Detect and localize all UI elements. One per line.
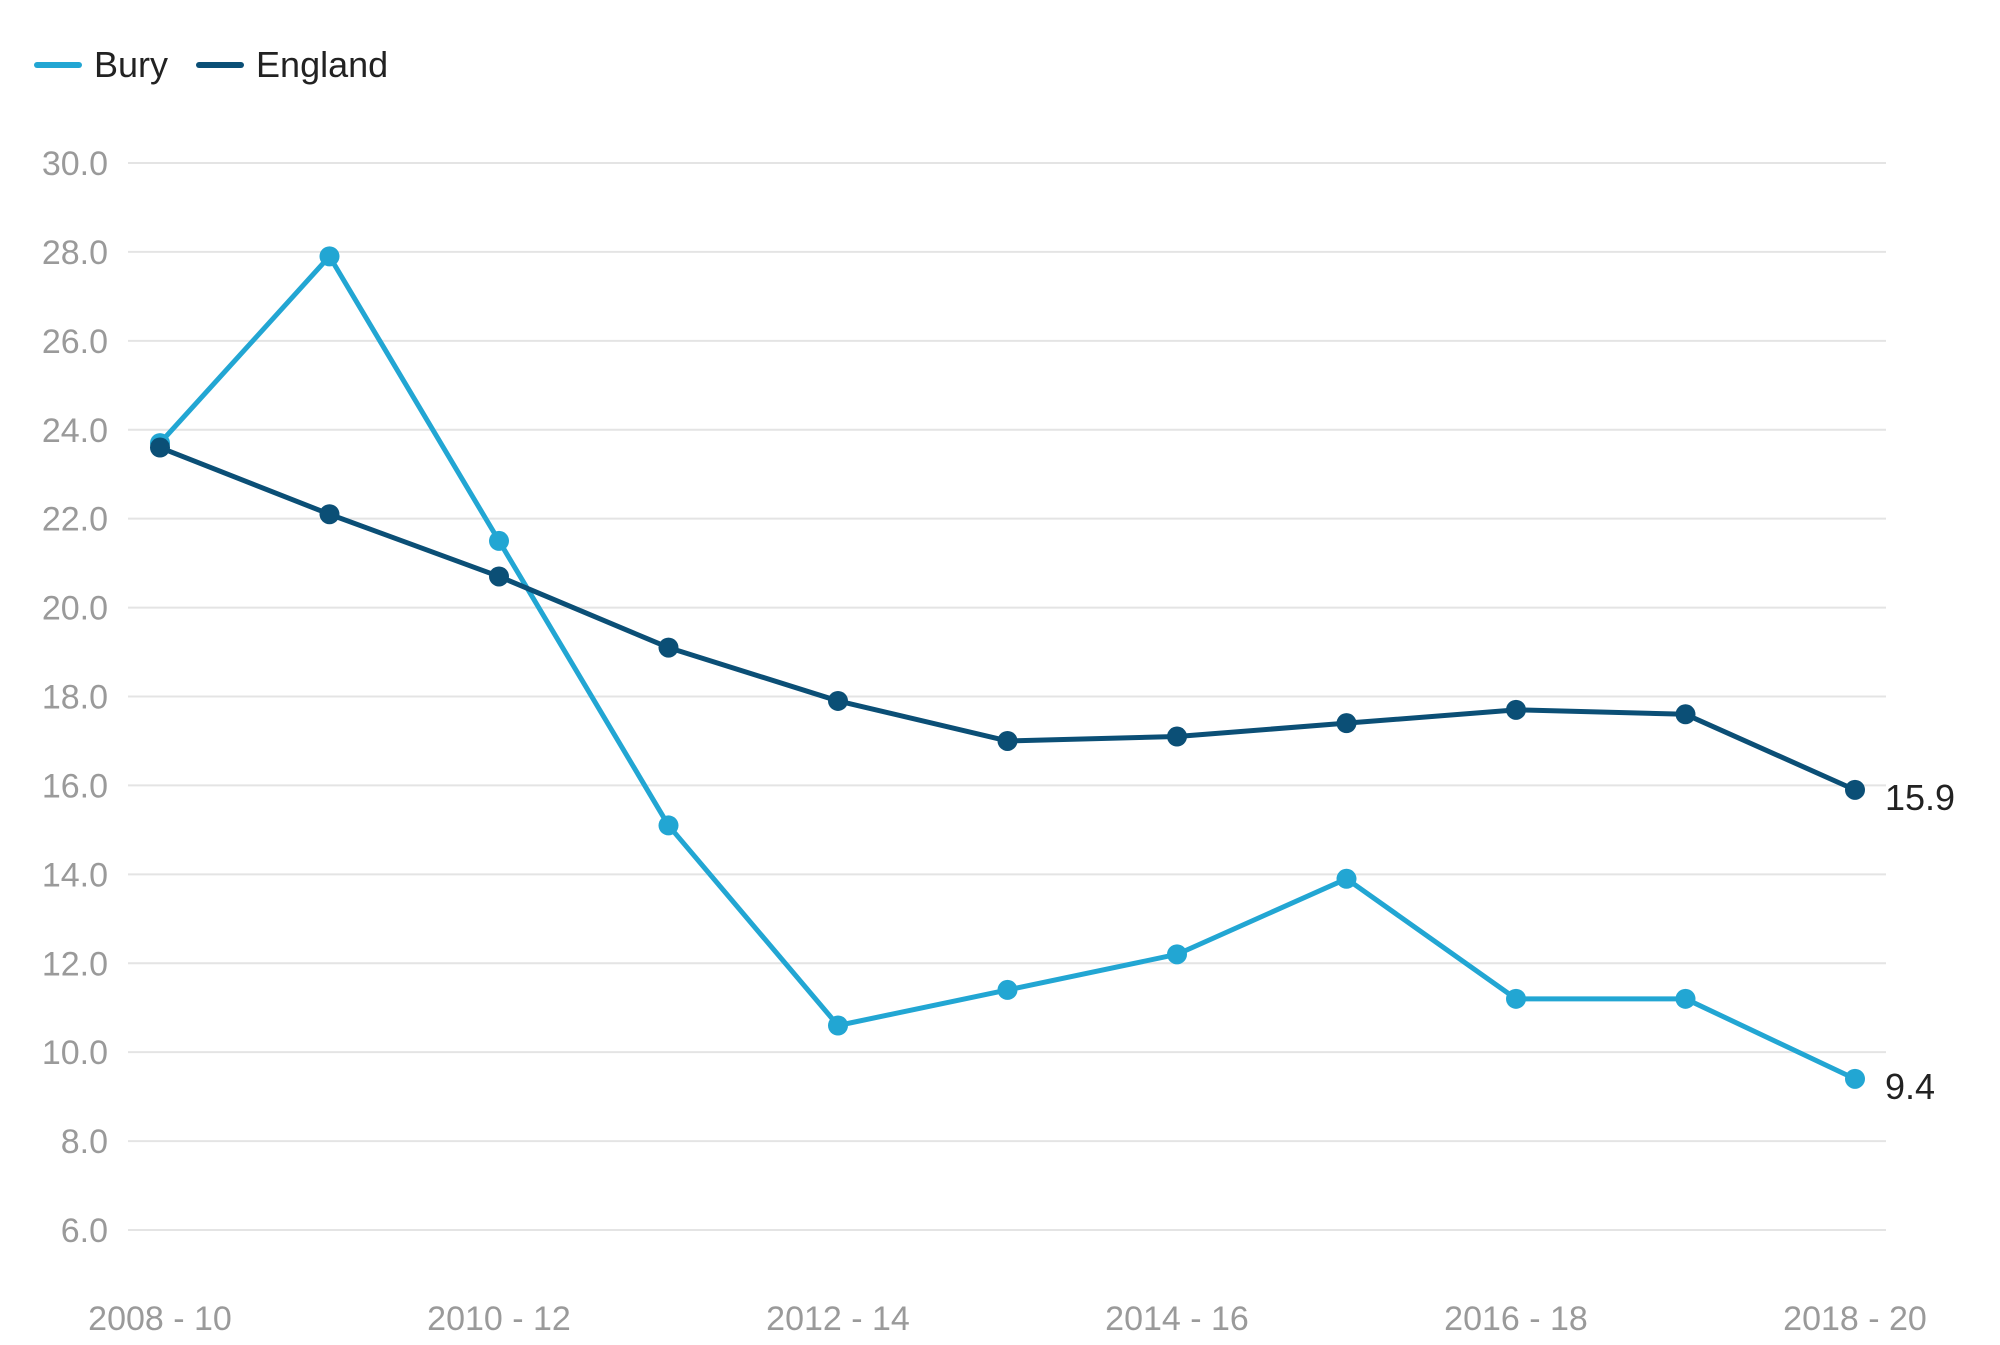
x-axis-ticks: 2008 - 10 2010 - 12 2012 - 14 2014 - 16 2016… [88,1300,1927,1338]
y-tick-label: 12.0 [42,945,108,983]
data-point-bury[interactable] [319,246,340,267]
y-tick-label: 20.0 [42,590,108,628]
data-point-england[interactable] [658,637,679,658]
legend-label-england: England [256,44,389,85]
legend-label-bury: Bury [94,44,169,85]
legend-item-bury[interactable]: Bury [34,44,168,86]
data-point-bury[interactable] [1167,944,1187,965]
data-point-bury[interactable] [658,815,679,836]
legend-swatch-england [196,62,245,68]
series-line-bury [157,253,1858,1082]
y-axis-ticks: 6.0 8.0 10.0 12.0 14.0 16.0 18.0 20.0 22.0 24.0 26… [42,145,108,1250]
x-tick-label: 2014 - 16 [1105,1300,1249,1338]
y-tick-label: 26.0 [42,323,108,361]
data-point-england[interactable] [319,504,340,525]
y-tick-label: 18.0 [42,679,108,717]
legend-swatch-bury [34,62,82,68]
data-point-bury[interactable] [1845,1068,1865,1089]
x-tick-label: 2016 - 18 [1444,1300,1588,1338]
chart-legend: Bury England [34,44,388,86]
y-tick-label: 30.0 [42,145,108,183]
data-point-bury[interactable] [489,530,509,551]
end-labels: 9.4 15.9 [1885,777,1955,1107]
end-label-bury: 9.4 [1885,1066,1935,1107]
data-point-england[interactable] [997,730,1018,751]
data-point-bury[interactable] [828,1015,848,1036]
data-point-bury[interactable] [1336,868,1357,889]
data-point-england[interactable] [489,566,509,587]
series-layer [150,246,1865,1089]
y-tick-label: 16.0 [42,767,108,805]
grid-layer [128,162,1886,1231]
data-point-england[interactable] [1845,779,1865,800]
y-tick-label: 14.0 [42,856,108,894]
data-point-england[interactable] [1167,726,1187,747]
x-tick-label: 2012 - 14 [766,1300,910,1338]
data-point-bury[interactable] [997,979,1018,1000]
data-point-bury[interactable] [1506,988,1526,1009]
data-point-england[interactable] [1506,699,1526,720]
end-label-england: 15.9 [1885,777,1955,818]
data-point-england[interactable] [1336,713,1357,734]
y-tick-label: 24.0 [42,412,108,450]
y-tick-label: 10.0 [42,1034,108,1072]
y-tick-label: 28.0 [42,234,108,272]
data-point-bury[interactable] [1675,988,1696,1009]
legend-item-england[interactable]: England [196,44,388,86]
data-point-england[interactable] [150,437,170,458]
x-tick-label: 2010 - 12 [427,1300,571,1338]
y-tick-label: 6.0 [61,1212,108,1250]
y-tick-label: 22.0 [42,501,108,539]
x-tick-label: 2008 - 10 [88,1300,232,1338]
y-tick-label: 8.0 [61,1123,108,1161]
data-point-england[interactable] [1675,704,1696,725]
data-point-england[interactable] [828,690,848,711]
x-tick-label: 2018 - 20 [1783,1300,1927,1338]
